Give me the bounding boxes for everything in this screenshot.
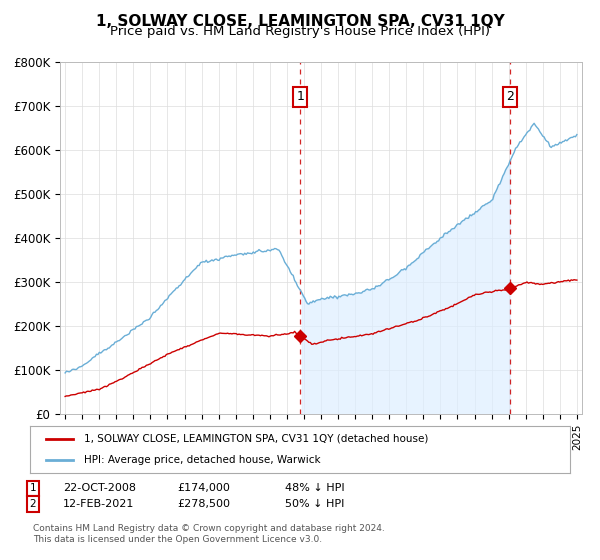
Text: 1, SOLWAY CLOSE, LEAMINGTON SPA, CV31 1QY: 1, SOLWAY CLOSE, LEAMINGTON SPA, CV31 1Q… (95, 14, 505, 29)
Text: 50% ↓ HPI: 50% ↓ HPI (285, 499, 344, 509)
Text: 22-OCT-2008: 22-OCT-2008 (63, 483, 136, 493)
Text: 2: 2 (506, 90, 514, 104)
Text: 48% ↓ HPI: 48% ↓ HPI (285, 483, 344, 493)
Text: 1, SOLWAY CLOSE, LEAMINGTON SPA, CV31 1QY (detached house): 1, SOLWAY CLOSE, LEAMINGTON SPA, CV31 1Q… (84, 434, 428, 444)
Text: 1: 1 (29, 483, 37, 493)
Text: Contains HM Land Registry data © Crown copyright and database right 2024.
This d: Contains HM Land Registry data © Crown c… (33, 524, 385, 544)
Text: HPI: Average price, detached house, Warwick: HPI: Average price, detached house, Warw… (84, 455, 320, 465)
Text: 1: 1 (296, 90, 304, 104)
Text: £278,500: £278,500 (177, 499, 230, 509)
Text: 2: 2 (29, 499, 37, 509)
Text: £174,000: £174,000 (177, 483, 230, 493)
Text: 12-FEB-2021: 12-FEB-2021 (63, 499, 134, 509)
Text: Price paid vs. HM Land Registry's House Price Index (HPI): Price paid vs. HM Land Registry's House … (110, 25, 490, 38)
